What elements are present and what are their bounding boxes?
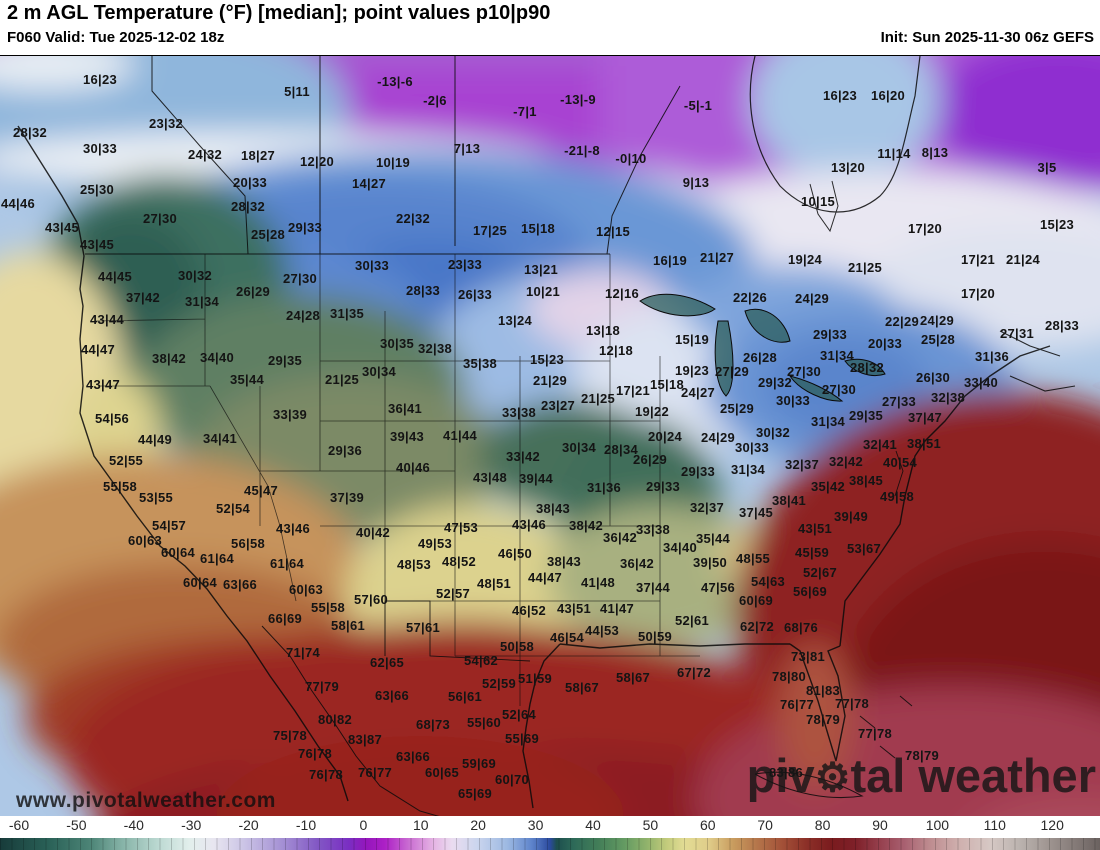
colorbar-tick: 110 [983, 817, 1006, 833]
colorbar-tick-labels: -60 -50 -40 -30 -20 -10 0 10 20 30 40 50 60 70 80 90 100… [0, 816, 1100, 836]
colorbar-tick: 70 [757, 817, 773, 833]
james-bay [809, 180, 839, 233]
province-border-mb-on [606, 85, 681, 255]
colorbar-tick: 50 [642, 817, 659, 833]
colorbar-tick: -10 [295, 817, 317, 833]
colorbar-tick: 20 [470, 817, 486, 833]
gulf-of-california [261, 625, 440, 816]
gulf-coastline [522, 643, 790, 809]
province-border-bc-ab [151, 56, 249, 255]
watermark-url: www.pivotalweather.com [16, 789, 276, 812]
pacific-coastline [17, 125, 349, 802]
colorbar-gradient [0, 838, 1100, 850]
lake-superior [639, 293, 716, 317]
atlantic-coastline [839, 345, 1051, 647]
valid-time-label: F060 Valid: Tue 2025-12-02 18z [7, 29, 225, 46]
lake-huron [744, 308, 791, 343]
colorbar-footer: -60 -50 -40 -30 -20 -10 0 10 20 30 40 50 60 70 80 90 100… [0, 816, 1100, 850]
colorbar-tick: 120 [1040, 817, 1064, 833]
colorbar-tick: -60 [8, 817, 30, 833]
forecast-map [0, 55, 1100, 817]
texas-outline [384, 600, 531, 662]
colorbar-tick: -50 [66, 817, 87, 833]
lake-erie [788, 375, 844, 402]
great-lakes [639, 293, 886, 402]
colorbar-tick: 90 [872, 817, 888, 833]
lake-michigan [714, 320, 734, 397]
colorbar-tick: 80 [814, 817, 831, 833]
cuba-outline [754, 771, 864, 799]
map-borders [17, 56, 1076, 816]
lake-ontario [844, 358, 886, 376]
page-title: 2 m AGL Temperature (°F) [median]; point… [7, 2, 551, 24]
florida-outline [789, 643, 846, 762]
colorbar-tick: 40 [585, 817, 601, 833]
colorbar-tick: -20 [238, 817, 259, 833]
colorbar-tick: 10 [413, 817, 429, 833]
colorbar-tick: -30 [181, 817, 202, 833]
colorbar-tick: -40 [123, 817, 144, 833]
colorbar-tick: 30 [527, 817, 544, 833]
colorbar-tick: 60 [700, 817, 716, 833]
colorbar-tick: 0 [359, 817, 368, 833]
maritimes-coast [999, 330, 1076, 392]
colorbar-segments [0, 838, 1100, 850]
pivotal-weather-logo: piv⚙tal weather [747, 748, 1096, 803]
logo-text-left: piv [746, 749, 815, 802]
gear-icon: ⚙ [814, 756, 851, 800]
bahamas [859, 695, 913, 759]
temperature-shading [0, 56, 1100, 816]
hudson-bay-outline [749, 56, 921, 213]
header: 2 m AGL Temperature (°F) [median]; point… [0, 0, 1100, 55]
chesapeake-detail [894, 450, 913, 497]
logo-text-right: tal weather [850, 749, 1096, 802]
colorbar-tick: 100 [925, 817, 950, 833]
init-time-label: Init: Sun 2025-11-30 06z GEFS [880, 29, 1094, 46]
state-borders-grid [94, 254, 700, 706]
